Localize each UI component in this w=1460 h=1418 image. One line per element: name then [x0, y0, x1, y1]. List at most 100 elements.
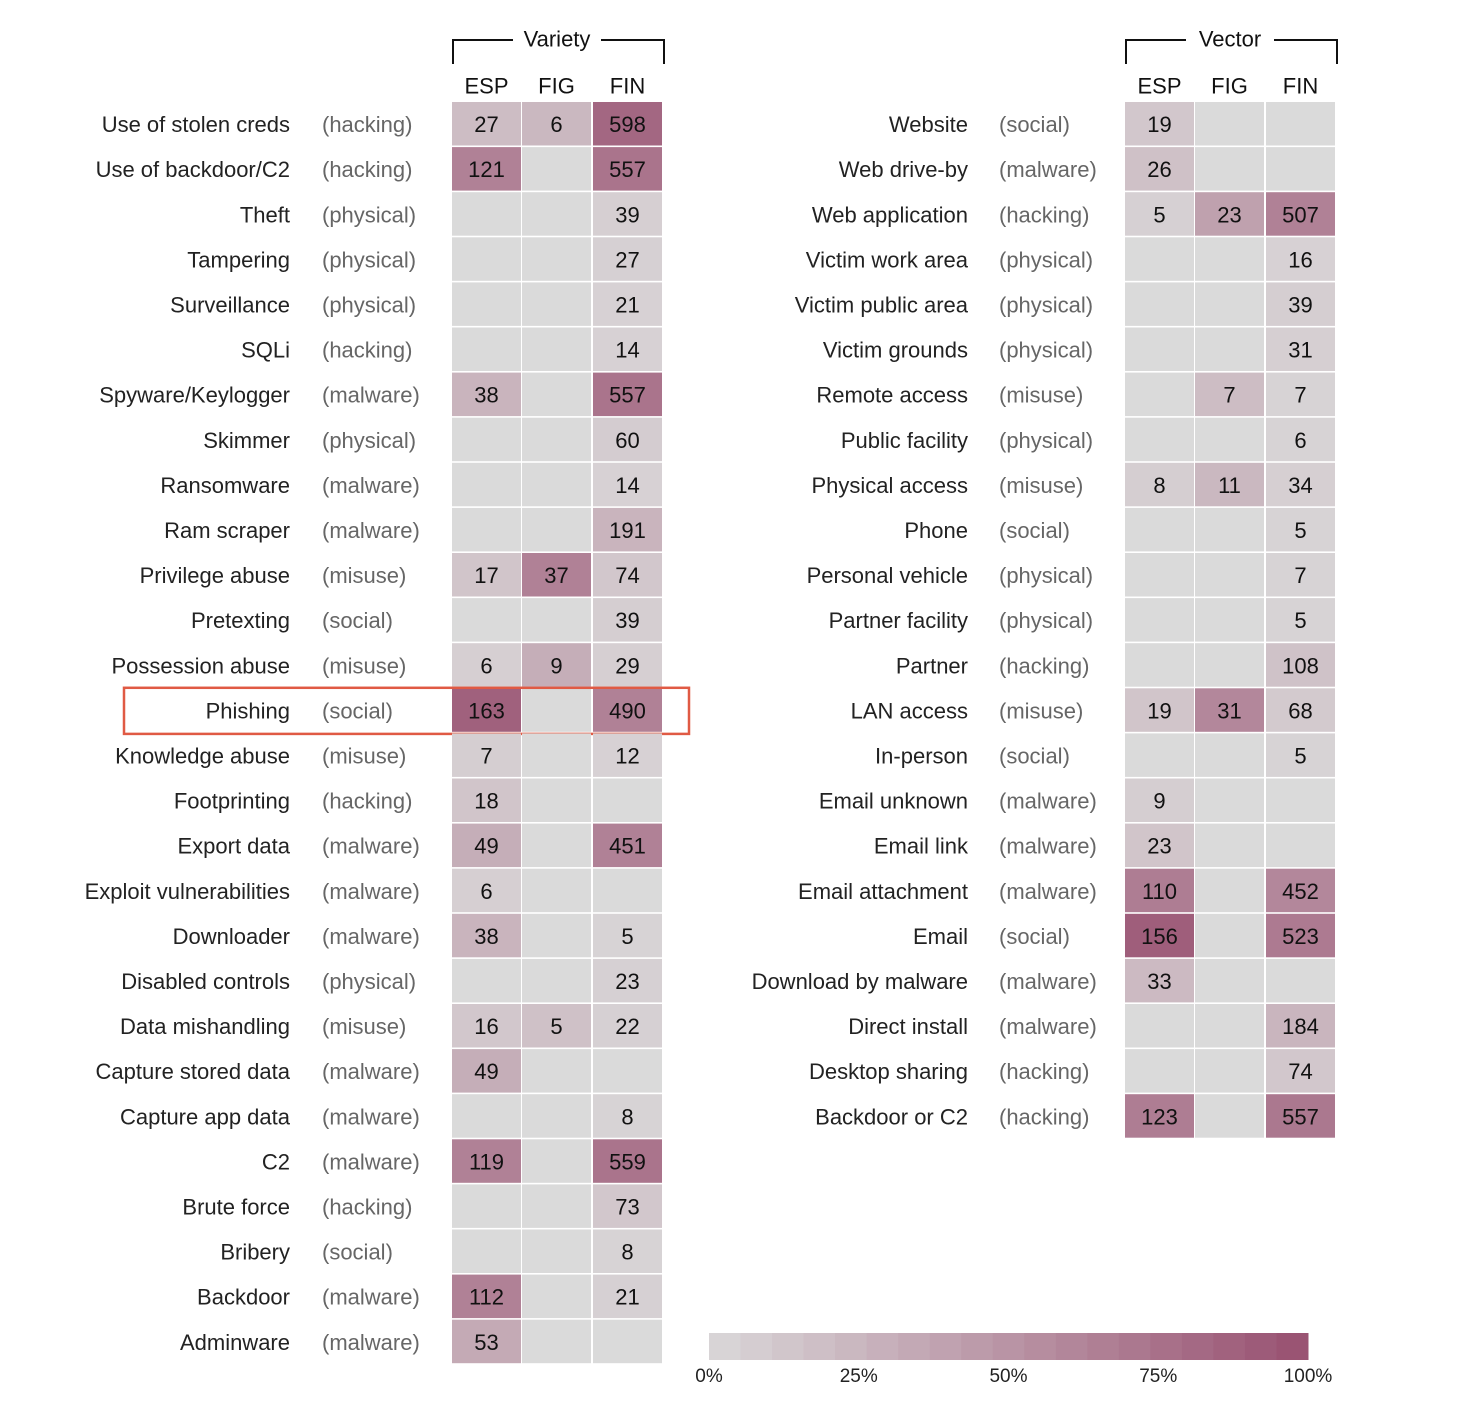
heatmap-cell — [522, 102, 591, 146]
cell-value: 6 — [480, 879, 492, 904]
row-label: Email — [913, 924, 968, 949]
cell-value: 7 — [480, 743, 492, 768]
heatmap-cell — [522, 1139, 591, 1183]
row-label: Personal vehicle — [807, 563, 968, 588]
heatmap-cell — [1266, 688, 1335, 732]
cell-value: 17 — [474, 563, 498, 588]
legend-tick-label: 75% — [1139, 1366, 1177, 1387]
cell-value: 39 — [615, 608, 639, 633]
row-label: Tampering — [187, 247, 290, 272]
cell-value: 23 — [615, 969, 639, 994]
legend-tick-label: 50% — [989, 1366, 1027, 1387]
heatmap-cell — [1125, 462, 1194, 507]
row-label: Direct install — [848, 1014, 968, 1039]
row-category: (malware) — [322, 924, 420, 949]
cell-value: 6 — [1294, 428, 1306, 453]
cell-value: 12 — [615, 743, 639, 768]
heatmap-cell — [1266, 823, 1335, 868]
cell-value: 37 — [544, 563, 568, 588]
heatmap-cell — [1195, 237, 1264, 281]
row-category: (malware) — [322, 879, 420, 904]
row-category: (malware) — [999, 969, 1097, 994]
heatmap-cell — [452, 372, 521, 417]
heatmap-cell — [593, 1274, 662, 1319]
row-category: (misuse) — [322, 743, 406, 768]
row-category: (physical) — [999, 563, 1093, 588]
heatmap-cell — [1266, 102, 1335, 146]
heatmap-cell — [593, 958, 662, 1003]
heatmap-cell — [593, 1139, 662, 1183]
legend-swatch — [709, 1333, 742, 1360]
heatmap-cell — [452, 1049, 521, 1093]
heatmap-cell — [1195, 507, 1264, 552]
row-label: Partner — [896, 653, 968, 678]
heatmap-cell — [1125, 237, 1194, 281]
heatmap-cell — [1125, 417, 1194, 462]
row-category: (misuse) — [999, 473, 1083, 498]
heatmap-cell — [522, 192, 591, 236]
heatmap-cell — [593, 237, 662, 281]
heatmap-cell — [593, 1004, 662, 1048]
heatmap-cell — [1266, 462, 1335, 507]
heatmap-cell — [1266, 147, 1335, 191]
heatmap-cell — [522, 913, 591, 958]
cell-value: 49 — [474, 834, 498, 859]
legend-tick-label: 0% — [695, 1366, 723, 1387]
heatmap-cell — [593, 643, 662, 687]
cell-value: 5 — [1294, 608, 1306, 633]
heatmap-cell — [522, 1094, 591, 1138]
cell-value: 73 — [615, 1194, 639, 1219]
heatmap-cell — [452, 417, 521, 462]
heatmap-cell — [1266, 1049, 1335, 1093]
cell-value: 68 — [1288, 698, 1312, 723]
heatmap-cell — [1266, 1094, 1335, 1138]
legend-swatch — [898, 1333, 931, 1360]
cell-value: 21 — [615, 1285, 639, 1310]
heatmap-cell — [1195, 372, 1264, 417]
cell-value: 191 — [609, 518, 646, 543]
heatmap-cell — [522, 372, 591, 417]
cell-value: 14 — [615, 338, 639, 363]
cell-value: 39 — [1288, 292, 1312, 317]
row-label: Disabled controls — [121, 969, 290, 994]
row-category: (physical) — [999, 608, 1093, 633]
cell-value: 557 — [609, 157, 646, 182]
cell-value: 27 — [615, 247, 639, 272]
heatmap-cell — [1266, 282, 1335, 326]
heatmap-cell — [522, 823, 591, 868]
panel-title-1: Vector — [1199, 27, 1261, 52]
row-category: (malware) — [322, 834, 420, 859]
bracket-1 — [1125, 39, 1338, 64]
cell-value: 184 — [1282, 1014, 1319, 1039]
heatmap-cell — [1125, 282, 1194, 326]
cell-value: 121 — [468, 157, 505, 182]
row-category: (misuse) — [322, 563, 406, 588]
heatmap-cell — [452, 823, 521, 868]
cell-value: 7 — [1294, 383, 1306, 408]
legend-swatch — [1181, 1333, 1214, 1360]
heatmap-cell — [1195, 102, 1264, 146]
row-label: Knowledge abuse — [115, 743, 290, 768]
row-label: Partner facility — [829, 608, 968, 633]
heatmap-cell — [1125, 553, 1194, 597]
heatmap-cell — [1195, 192, 1264, 236]
cell-value: 53 — [474, 1330, 498, 1355]
cell-value: 60 — [615, 428, 639, 453]
row-category: (physical) — [999, 247, 1093, 272]
row-label: Use of backdoor/C2 — [96, 157, 290, 182]
legend-swatch — [1244, 1333, 1277, 1360]
row-category: (social) — [322, 1240, 393, 1265]
row-category: (malware) — [999, 1014, 1097, 1039]
row-category: (misuse) — [999, 698, 1083, 723]
row-label: Phone — [904, 518, 968, 543]
row-label: Ransomware — [160, 473, 290, 498]
row-category: (misuse) — [322, 653, 406, 678]
heatmap-cell — [593, 553, 662, 597]
row-category: (social) — [999, 112, 1070, 137]
cell-value: 19 — [1147, 698, 1171, 723]
heatmap-cell — [452, 553, 521, 597]
heatmap-cell — [1125, 778, 1194, 822]
heatmap-cell — [1195, 1094, 1264, 1138]
row-category: (hacking) — [322, 789, 412, 814]
row-label: Downloader — [173, 924, 290, 949]
